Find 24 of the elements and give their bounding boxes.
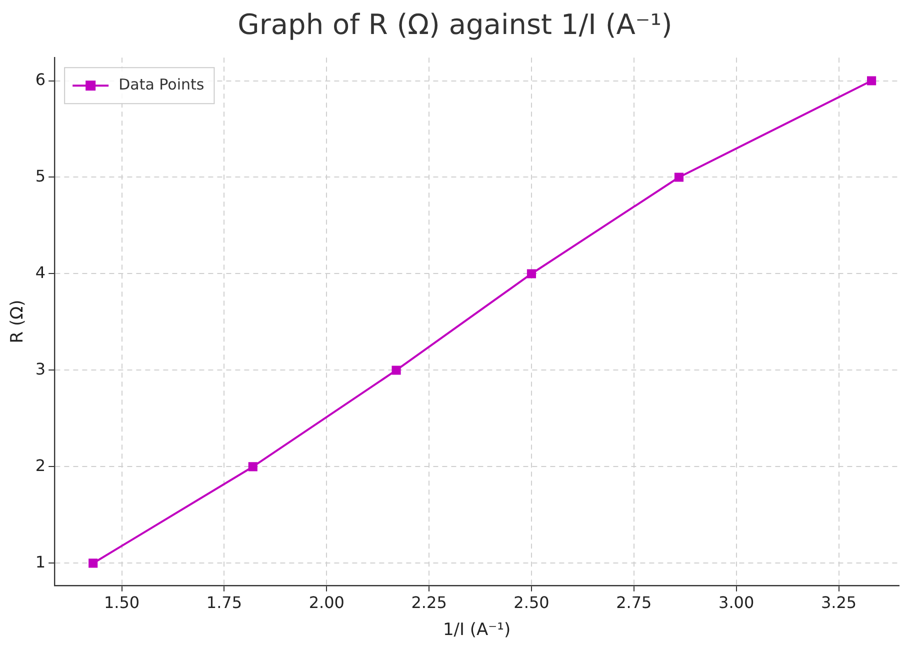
point — [526, 269, 536, 278]
y-tick-label: 6 — [35, 70, 46, 89]
x-tick-label: 3.25 — [820, 593, 857, 612]
x-tick-label: 2.75 — [616, 593, 652, 612]
point — [867, 76, 876, 86]
chart-title: Graph of R (Ω) against 1/I (A⁻¹) — [238, 8, 672, 42]
x-tick-label: 2.00 — [308, 593, 344, 612]
y-tick-label: 2 — [35, 456, 46, 475]
legend-label: Data Points — [118, 75, 204, 94]
y-tick-label: 4 — [35, 262, 46, 282]
x-tick-label: 2.50 — [514, 593, 550, 612]
x-tick-label: 2.25 — [411, 593, 447, 612]
y-tick-label: 5 — [35, 166, 46, 186]
x-axis-title: 1/I (A⁻¹) — [442, 620, 511, 640]
x-tick-label: 1.50 — [104, 593, 140, 612]
point — [674, 172, 684, 182]
point — [88, 558, 98, 568]
point — [392, 366, 401, 375]
y-tick-label: 1 — [35, 552, 46, 572]
point — [248, 462, 258, 472]
y-axis-title: R (Ω) — [8, 300, 28, 344]
x-tick-label: 3.00 — [718, 593, 754, 612]
y-tick-label: 3 — [35, 359, 46, 378]
x-tick-label: 1.75 — [206, 593, 242, 612]
